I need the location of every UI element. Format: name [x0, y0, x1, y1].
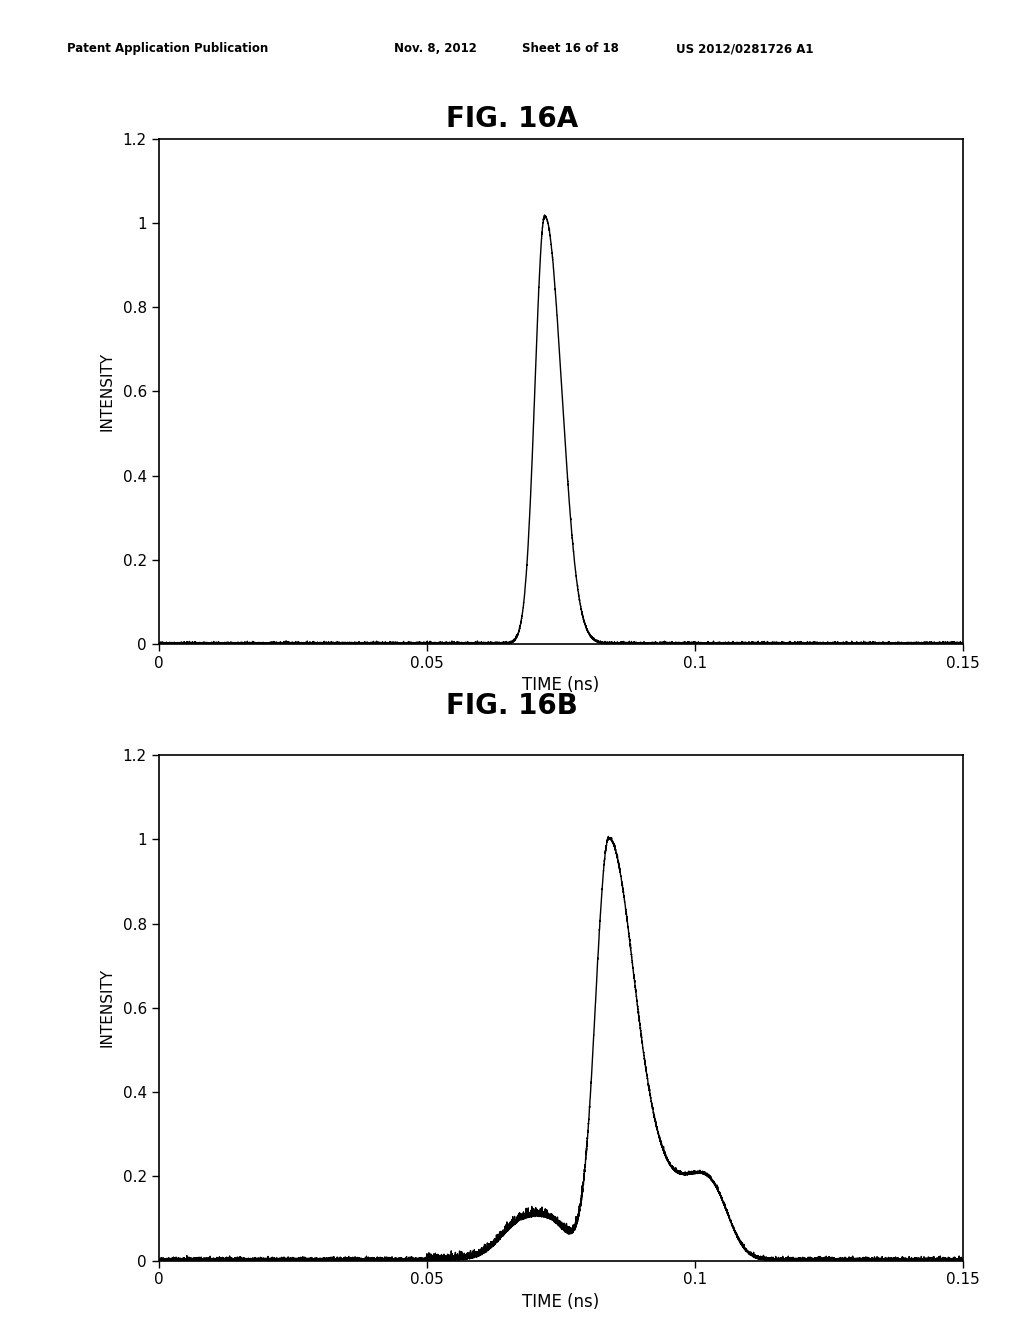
- Text: FIG. 16A: FIG. 16A: [445, 104, 579, 133]
- Text: Patent Application Publication: Patent Application Publication: [67, 42, 268, 55]
- X-axis label: TIME (ns): TIME (ns): [522, 676, 599, 694]
- Text: Nov. 8, 2012: Nov. 8, 2012: [394, 42, 477, 55]
- Text: FIG. 16B: FIG. 16B: [446, 692, 578, 721]
- X-axis label: TIME (ns): TIME (ns): [522, 1294, 599, 1311]
- Y-axis label: INTENSITY: INTENSITY: [99, 351, 115, 430]
- Y-axis label: INTENSITY: INTENSITY: [99, 969, 115, 1048]
- Text: US 2012/0281726 A1: US 2012/0281726 A1: [676, 42, 813, 55]
- Text: Sheet 16 of 18: Sheet 16 of 18: [522, 42, 620, 55]
